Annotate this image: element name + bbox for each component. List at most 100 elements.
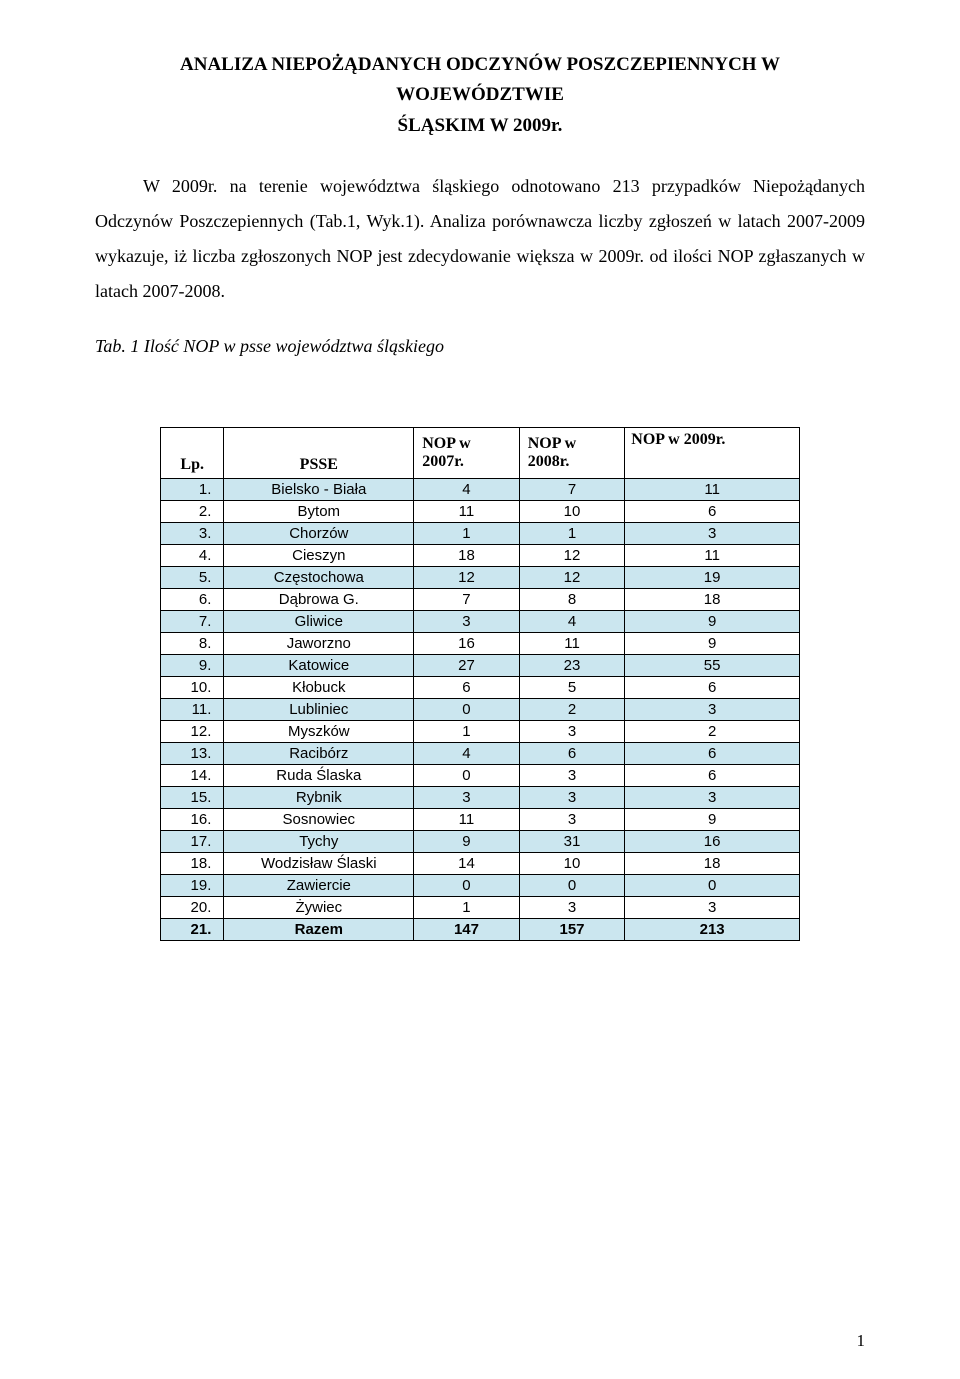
- table-header-row: Lp. PSSE NOP w 2007r. NOP w 2008r. NOP w…: [161, 427, 800, 478]
- cell-2009: 9: [625, 808, 800, 830]
- header-lp: Lp.: [161, 427, 224, 478]
- table-row: 1.Bielsko - Biała4711: [161, 478, 800, 500]
- cell-2009: 19: [625, 566, 800, 588]
- cell-2007: 1: [414, 522, 520, 544]
- cell-psse: Lubliniec: [224, 698, 414, 720]
- cell-2009: 3: [625, 698, 800, 720]
- cell-psse: Bytom: [224, 500, 414, 522]
- cell-2007: 9: [414, 830, 520, 852]
- cell-lp: 16.: [161, 808, 224, 830]
- cell-2007: 147: [414, 918, 520, 940]
- title-line-1: ANALIZA NIEPOŻĄDANYCH ODCZYNÓW POSZCZEPI…: [180, 54, 780, 105]
- table-row: 11.Lubliniec023: [161, 698, 800, 720]
- table-body: 1.Bielsko - Biała47112.Bytom111063.Chorz…: [161, 478, 800, 940]
- cell-psse: Chorzów: [224, 522, 414, 544]
- cell-lp: 18.: [161, 852, 224, 874]
- cell-psse: Katowice: [224, 654, 414, 676]
- table-row: 9.Katowice272355: [161, 654, 800, 676]
- cell-2007: 12: [414, 566, 520, 588]
- header-2007-b: 2007r.: [422, 453, 464, 470]
- header-2008-b: 2008r.: [528, 453, 570, 470]
- cell-2008: 11: [519, 632, 625, 654]
- cell-2009: 18: [625, 588, 800, 610]
- table-row: 12.Myszków132: [161, 720, 800, 742]
- cell-2008: 3: [519, 764, 625, 786]
- table-row: 20.Żywiec133: [161, 896, 800, 918]
- cell-2009: 9: [625, 632, 800, 654]
- table-row: 19.Zawiercie000: [161, 874, 800, 896]
- title-line-2: ŚLĄSKIM W 2009r.: [398, 115, 563, 136]
- cell-psse: Tychy: [224, 830, 414, 852]
- cell-lp: 11.: [161, 698, 224, 720]
- table-row: 7.Gliwice349: [161, 610, 800, 632]
- table-row: 2.Bytom11106: [161, 500, 800, 522]
- cell-psse: Racibórz: [224, 742, 414, 764]
- cell-psse: Ruda Ślaska: [224, 764, 414, 786]
- cell-2007: 3: [414, 786, 520, 808]
- cell-2009: 3: [625, 786, 800, 808]
- cell-2008: 7: [519, 478, 625, 500]
- cell-2008: 12: [519, 544, 625, 566]
- cell-2009: 0: [625, 874, 800, 896]
- cell-2007: 7: [414, 588, 520, 610]
- cell-2009: 6: [625, 500, 800, 522]
- cell-2008: 31: [519, 830, 625, 852]
- cell-2008: 3: [519, 720, 625, 742]
- cell-lp: 12.: [161, 720, 224, 742]
- cell-2008: 5: [519, 676, 625, 698]
- cell-2007: 16: [414, 632, 520, 654]
- cell-lp: 9.: [161, 654, 224, 676]
- cell-2008: 6: [519, 742, 625, 764]
- cell-2009: 6: [625, 742, 800, 764]
- cell-psse: Gliwice: [224, 610, 414, 632]
- cell-2009: 6: [625, 764, 800, 786]
- table-row: 15.Rybnik333: [161, 786, 800, 808]
- cell-lp: 10.: [161, 676, 224, 698]
- cell-2008: 3: [519, 786, 625, 808]
- cell-psse: Kłobuck: [224, 676, 414, 698]
- cell-2009: 11: [625, 544, 800, 566]
- cell-2008: 10: [519, 500, 625, 522]
- cell-2008: 4: [519, 610, 625, 632]
- table-row: 6.Dąbrowa G.7818: [161, 588, 800, 610]
- cell-2007: 4: [414, 742, 520, 764]
- cell-2009: 6: [625, 676, 800, 698]
- paragraph-text: W 2009r. na terenie województwa śląskieg…: [95, 176, 865, 301]
- cell-2008: 3: [519, 896, 625, 918]
- cell-2008: 10: [519, 852, 625, 874]
- table-row: 5.Częstochowa121219: [161, 566, 800, 588]
- cell-psse: Razem: [224, 918, 414, 940]
- cell-psse: Częstochowa: [224, 566, 414, 588]
- cell-2009: 16: [625, 830, 800, 852]
- header-2007-a: NOP w: [422, 435, 470, 452]
- table-row: 18.Wodzisław Ślaski141018: [161, 852, 800, 874]
- cell-2009: 3: [625, 896, 800, 918]
- cell-2007: 18: [414, 544, 520, 566]
- table-row: 16.Sosnowiec1139: [161, 808, 800, 830]
- cell-psse: Zawiercie: [224, 874, 414, 896]
- cell-psse: Dąbrowa G.: [224, 588, 414, 610]
- cell-lp: 13.: [161, 742, 224, 764]
- cell-2009: 9: [625, 610, 800, 632]
- cell-2007: 11: [414, 808, 520, 830]
- table-row: 13.Racibórz466: [161, 742, 800, 764]
- cell-psse: Cieszyn: [224, 544, 414, 566]
- cell-2009: 213: [625, 918, 800, 940]
- cell-2009: 3: [625, 522, 800, 544]
- cell-psse: Jaworzno: [224, 632, 414, 654]
- table-row: 8.Jaworzno16119: [161, 632, 800, 654]
- cell-lp: 17.: [161, 830, 224, 852]
- cell-psse: Bielsko - Biała: [224, 478, 414, 500]
- cell-lp: 2.: [161, 500, 224, 522]
- cell-lp: 4.: [161, 544, 224, 566]
- cell-lp: 3.: [161, 522, 224, 544]
- cell-psse: Sosnowiec: [224, 808, 414, 830]
- cell-2009: 11: [625, 478, 800, 500]
- data-table: Lp. PSSE NOP w 2007r. NOP w 2008r. NOP w…: [160, 427, 800, 941]
- cell-2007: 1: [414, 720, 520, 742]
- cell-2008: 23: [519, 654, 625, 676]
- cell-psse: Rybnik: [224, 786, 414, 808]
- cell-2008: 157: [519, 918, 625, 940]
- cell-2007: 27: [414, 654, 520, 676]
- header-2007: NOP w 2007r.: [414, 427, 520, 478]
